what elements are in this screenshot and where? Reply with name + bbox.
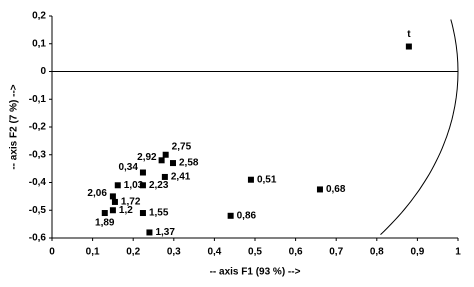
x-tick-label: 1 [455,247,461,258]
x-axis-title: -- axis F1 (93 %) --> [210,267,301,278]
x-tick-label: 0,2 [126,247,140,258]
x-tick-label: 0 [49,247,55,258]
x-tick-label: 0,3 [167,247,181,258]
y-tick-label: -0,1 [29,94,47,105]
point [109,193,116,200]
point-label: 2,41 [171,172,191,183]
x-tick-label: 0,1 [86,247,100,258]
y-tick-label: -0,3 [29,149,47,160]
point [114,182,121,189]
point-label: 2,58 [179,158,199,169]
y-tick-label: 0,2 [32,11,46,22]
x-tick-label: 0,5 [248,247,262,258]
x-tick-label: 0,6 [289,247,303,258]
point-label: 2,06 [87,188,107,199]
point-label: 1,2 [119,205,133,216]
circle-arc [380,19,459,235]
point [247,176,254,183]
x-tick-label: 0,9 [410,247,424,258]
point [162,151,169,158]
x-tick-label: 0,4 [207,247,221,258]
y-axis-title: -- axis F2 (7 %) --> [9,84,20,169]
y-tick-label: 0 [40,66,46,77]
point [146,229,153,236]
point [139,210,146,217]
point [169,160,176,167]
point-label: 2,92 [137,152,157,163]
y-tick-label: -0,2 [29,122,47,133]
point-label: 0,51 [257,174,277,185]
x-tick-label: 0,8 [370,247,384,258]
point-label: 0,86 [237,210,257,221]
y-tick-label: -0,4 [29,177,47,188]
x-tick-label: 0,7 [329,247,343,258]
y-tick-label: -0,6 [29,233,47,244]
point-label: 1,72 [121,197,141,208]
point [316,186,323,193]
point-label: 1,89 [95,218,115,229]
y-tick-label: 0,1 [32,38,46,49]
point [139,169,146,176]
point [111,198,118,205]
point-label: 1,03 [124,180,144,191]
point-label: 2,75 [172,141,192,152]
point [227,212,234,219]
point [161,173,168,180]
point [101,210,108,217]
point-label: t [407,29,411,40]
point-label: 1,55 [149,208,169,219]
y-tick-label: -0,5 [29,205,47,216]
point-label: 0,68 [326,184,346,195]
point [109,207,116,214]
point [158,157,165,164]
point-label: 1,37 [155,227,175,238]
point-label: 0,34 [118,162,138,173]
point [405,43,412,50]
point-label: 2,23 [149,180,169,191]
point [139,182,146,189]
